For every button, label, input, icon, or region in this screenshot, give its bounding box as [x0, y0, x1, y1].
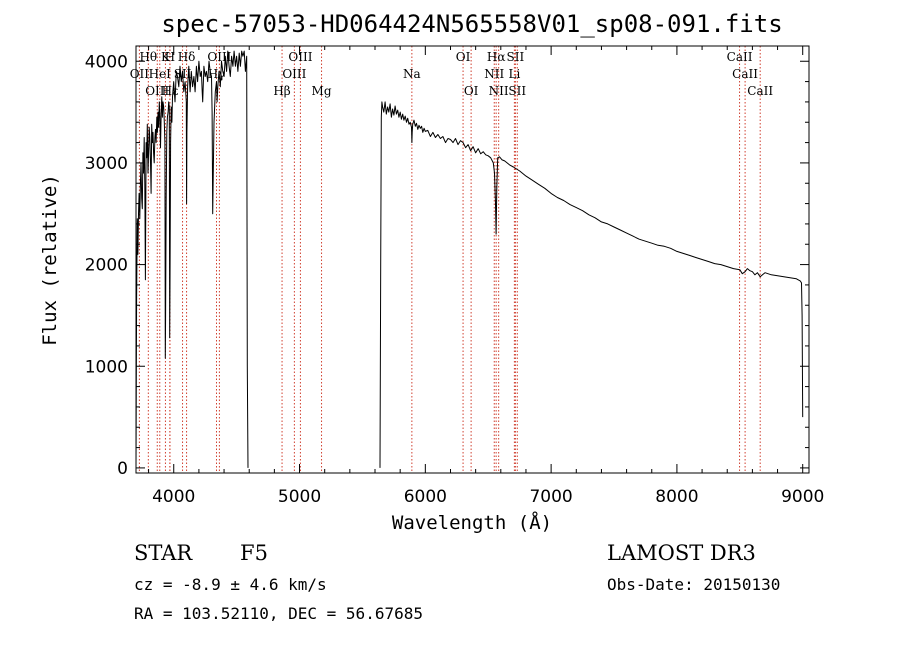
line-label-11: Hβ	[273, 84, 290, 98]
line-label-26: CaII	[747, 84, 773, 98]
spectral-subclass: F5	[240, 541, 268, 565]
sky-coordinates: RA = 103.52110, DEC = 56.67685	[134, 604, 423, 623]
line-label-5: HeI	[149, 67, 172, 81]
line-label-7: Hδ	[178, 50, 196, 64]
chart-title: spec-57053-HD064424N565558V01_sp08-091.f…	[161, 10, 782, 38]
y-tick-label-3: 3000	[85, 154, 128, 174]
survey-name: LAMOST DR3	[607, 541, 756, 565]
line-label-0: Hθ	[139, 50, 157, 64]
y-tick-label-1: 1000	[85, 357, 128, 377]
x-tick-label-2: 6000	[404, 487, 447, 507]
redshift-velocity: cz = -8.9 ± 4.6 km/s	[134, 575, 327, 594]
line-label-1: OII	[130, 67, 150, 81]
line-label-21: SII	[507, 50, 525, 64]
y-tick-label-2: 2000	[85, 256, 128, 276]
x-tick-label-0: 4000	[152, 487, 195, 507]
line-label-2: OIII	[145, 84, 169, 98]
line-label-24: CaII	[732, 67, 758, 81]
line-label-17: OI	[464, 84, 479, 98]
spectrum-series	[135, 50, 804, 468]
line-label-18: Hα	[487, 50, 506, 64]
line-label-22: Li	[508, 67, 520, 81]
observation-date: Obs-Date: 20150130	[607, 575, 780, 594]
line-label-23: SII	[508, 84, 526, 98]
x-tick-label-5: 9000	[781, 487, 824, 507]
x-axis-ticks: 4000 5000 6000 7000 8000 9000	[148, 46, 824, 507]
line-label-20: NII	[489, 84, 509, 98]
y-axis-label: Flux (relative)	[39, 174, 61, 346]
spectrum-segment-0	[135, 50, 249, 468]
y-tick-label-4: 4000	[85, 52, 128, 72]
line-label-4: H	[165, 50, 175, 64]
plot-frame	[135, 45, 810, 474]
line-label-14: Mg	[312, 84, 332, 98]
line-label-15: Na	[403, 67, 421, 81]
line-label-3: K	[161, 50, 171, 64]
y-axis-ticks: 0 1000 2000 3000 4000	[85, 52, 809, 479]
x-axis-label: Wavelength (Å)	[392, 511, 552, 534]
spectral-line-markers	[138, 46, 761, 473]
line-label-16: OI	[456, 50, 471, 64]
x-tick-label-1: 5000	[278, 487, 321, 507]
x-tick-label-3: 7000	[529, 487, 572, 507]
line-label-12: OIII	[282, 67, 306, 81]
spectrum-segment-1	[379, 101, 804, 468]
line-label-19: NII	[484, 67, 504, 81]
line-label-25: CaII	[727, 50, 753, 64]
y-tick-label-0: 0	[117, 459, 128, 479]
x-tick-label-4: 8000	[655, 487, 698, 507]
line-label-13: OIII	[288, 50, 312, 64]
object-class: STAR	[134, 541, 193, 565]
